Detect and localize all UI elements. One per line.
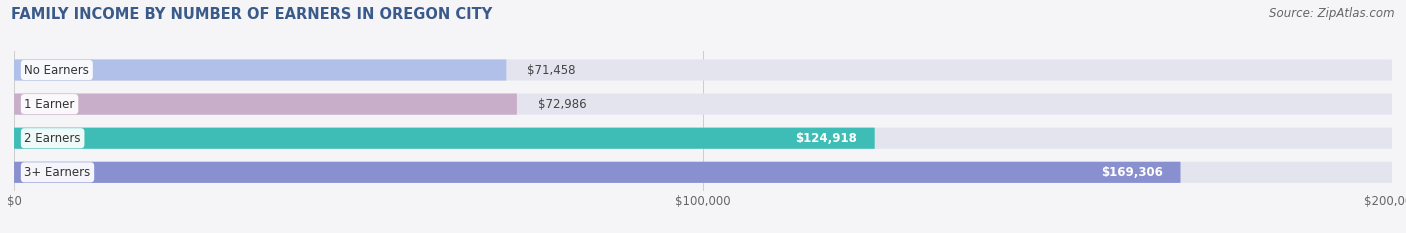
Text: No Earners: No Earners [24, 64, 89, 76]
FancyBboxPatch shape [14, 128, 875, 149]
Text: $124,918: $124,918 [796, 132, 858, 145]
FancyBboxPatch shape [14, 162, 1392, 183]
FancyBboxPatch shape [14, 162, 1181, 183]
Text: $72,986: $72,986 [537, 98, 586, 111]
FancyBboxPatch shape [14, 59, 506, 81]
Text: $169,306: $169,306 [1101, 166, 1163, 179]
FancyBboxPatch shape [14, 93, 517, 115]
FancyBboxPatch shape [14, 93, 1392, 115]
FancyBboxPatch shape [14, 128, 1392, 149]
Text: 2 Earners: 2 Earners [24, 132, 82, 145]
Text: 3+ Earners: 3+ Earners [24, 166, 90, 179]
Text: FAMILY INCOME BY NUMBER OF EARNERS IN OREGON CITY: FAMILY INCOME BY NUMBER OF EARNERS IN OR… [11, 7, 492, 22]
Text: Source: ZipAtlas.com: Source: ZipAtlas.com [1270, 7, 1395, 20]
FancyBboxPatch shape [14, 59, 1392, 81]
Text: 1 Earner: 1 Earner [24, 98, 75, 111]
Text: $71,458: $71,458 [527, 64, 575, 76]
